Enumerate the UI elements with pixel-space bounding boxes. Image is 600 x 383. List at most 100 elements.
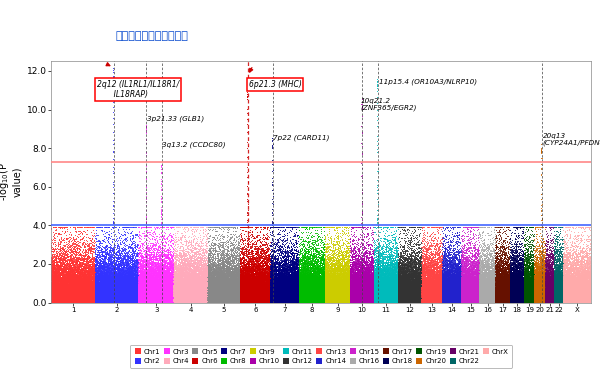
Point — [312, 298, 322, 304]
Point — [473, 297, 483, 303]
Point — [502, 293, 512, 300]
Point — [550, 263, 559, 269]
Point — [191, 295, 201, 301]
Point — [511, 295, 520, 301]
Point — [405, 258, 415, 264]
Point — [483, 295, 493, 301]
Point — [264, 297, 274, 303]
Point — [437, 292, 446, 298]
Point — [326, 292, 336, 298]
Point — [53, 273, 63, 279]
Point — [418, 288, 427, 294]
Point — [471, 294, 481, 300]
Point — [340, 299, 349, 305]
Point — [122, 298, 132, 304]
Point — [421, 294, 431, 300]
Point — [496, 295, 506, 301]
Point — [175, 298, 184, 304]
Point — [217, 292, 226, 298]
Point — [569, 291, 579, 298]
Point — [366, 297, 376, 303]
Point — [151, 290, 160, 296]
Point — [561, 295, 571, 301]
Point — [403, 288, 413, 294]
Point — [404, 268, 413, 274]
Point — [420, 270, 430, 276]
Point — [82, 272, 92, 278]
Point — [532, 299, 541, 305]
Point — [274, 295, 283, 301]
Point — [155, 289, 165, 295]
Point — [413, 264, 422, 270]
Point — [583, 293, 592, 300]
Point — [360, 298, 370, 304]
Point — [338, 297, 348, 303]
Point — [77, 291, 87, 297]
Point — [328, 295, 338, 301]
Point — [326, 287, 335, 293]
Point — [247, 284, 256, 290]
Point — [147, 290, 157, 296]
Point — [224, 291, 234, 298]
Point — [345, 256, 355, 262]
Point — [536, 284, 546, 290]
Point — [551, 293, 560, 299]
Point — [362, 291, 371, 297]
Point — [285, 295, 295, 301]
Point — [428, 296, 437, 302]
Point — [475, 295, 484, 301]
Point — [138, 279, 148, 285]
Point — [62, 275, 72, 281]
Point — [118, 278, 127, 284]
Point — [492, 297, 502, 303]
Point — [280, 296, 289, 302]
Point — [70, 291, 79, 298]
Point — [54, 291, 64, 298]
Point — [132, 292, 142, 298]
Point — [300, 282, 310, 288]
Point — [452, 275, 461, 281]
Point — [575, 286, 584, 292]
Point — [161, 273, 171, 279]
Point — [557, 293, 567, 299]
Point — [321, 290, 331, 296]
Point — [257, 298, 267, 304]
Point — [383, 293, 393, 299]
Point — [144, 279, 154, 285]
Point — [453, 287, 463, 293]
Point — [183, 287, 193, 293]
Point — [236, 290, 246, 296]
Point — [126, 285, 136, 291]
Point — [104, 275, 114, 281]
Point — [79, 292, 89, 298]
Point — [328, 285, 337, 291]
Point — [557, 281, 566, 287]
Point — [243, 292, 253, 298]
Point — [419, 298, 429, 304]
Point — [571, 296, 580, 302]
Point — [231, 300, 241, 306]
Point — [525, 299, 535, 305]
Point — [544, 293, 554, 300]
Point — [221, 295, 231, 301]
Point — [272, 298, 282, 304]
Point — [583, 287, 593, 293]
Point — [200, 293, 209, 299]
Point — [141, 284, 151, 290]
Point — [258, 267, 268, 273]
Point — [409, 291, 418, 298]
Point — [54, 296, 64, 302]
Point — [89, 296, 98, 302]
Point — [499, 295, 508, 301]
Point — [558, 294, 568, 300]
Point — [164, 262, 173, 268]
Point — [244, 255, 253, 261]
Point — [59, 298, 69, 304]
Point — [431, 299, 440, 305]
Point — [170, 289, 179, 295]
Point — [348, 298, 358, 304]
Point — [547, 296, 557, 303]
Point — [228, 296, 238, 302]
Point — [552, 285, 562, 291]
Point — [89, 279, 99, 285]
